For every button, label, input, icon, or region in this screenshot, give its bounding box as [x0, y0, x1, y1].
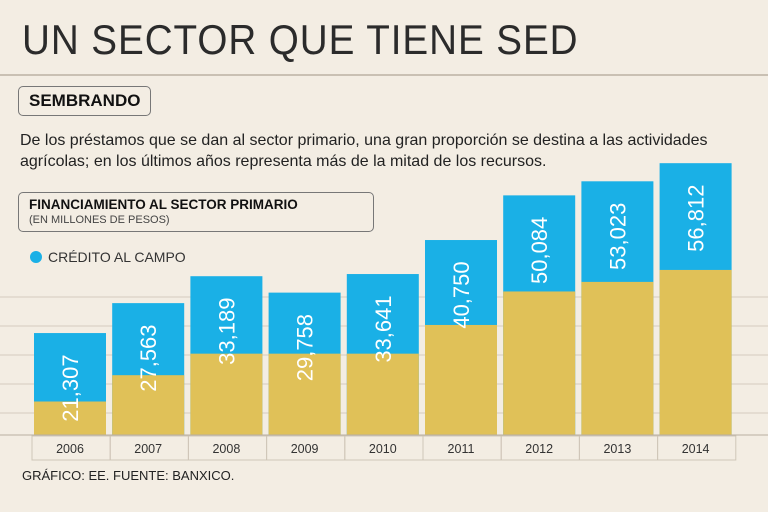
chart-legend: CRÉDITO AL CAMPO	[30, 249, 186, 265]
source-credit: GRÁFICO: EE. FUENTE: BANXICO.	[22, 468, 235, 483]
bar-campo-2007	[112, 375, 185, 435]
bar-campo-2013	[581, 281, 654, 435]
x-tick-label-2006: 2006	[56, 442, 84, 456]
description-text: De los préstamos que se dan al sector pr…	[20, 132, 708, 170]
data-label-2008: 33,189	[214, 298, 239, 365]
data-label-2006: 21,307	[58, 354, 83, 421]
x-tick-label-2012: 2012	[525, 442, 553, 456]
legend-dot-icon	[30, 251, 42, 263]
data-label-2013: 53,023	[605, 203, 630, 270]
x-tick-label-2014: 2014	[682, 442, 710, 456]
bar-campo-2010	[346, 353, 419, 435]
bar-campo-2009	[268, 353, 341, 435]
bar-campo-2008	[190, 353, 263, 435]
data-label-2011: 40,750	[449, 261, 474, 328]
chart-title: FINANCIAMIENTO AL SECTOR PRIMARIO	[29, 197, 298, 212]
bar-campo-2014	[659, 269, 732, 435]
section-label: SEMBRANDO	[18, 86, 152, 116]
x-tick-label-2010: 2010	[369, 442, 397, 456]
x-tick-label-2007: 2007	[134, 442, 162, 456]
data-label-2012: 50,084	[527, 217, 552, 284]
x-tick-label-2011: 2011	[448, 442, 475, 456]
x-tick-label-2008: 2008	[212, 442, 240, 456]
chart-heading-box: FINANCIAMIENTO AL SECTOR PRIMARIO (EN MI…	[18, 192, 374, 232]
data-label-2009: 29,758	[293, 314, 318, 381]
bar-campo-2012	[503, 291, 576, 435]
data-label-2010: 33,641	[371, 295, 396, 362]
data-label-2014: 56,812	[684, 185, 709, 252]
data-label-2007: 27,563	[136, 324, 161, 391]
page-title: UN SECTOR QUE TIENE SED	[22, 16, 579, 63]
bar-campo-2011	[425, 324, 497, 435]
bar-campo-2006	[34, 401, 106, 435]
x-tick-label-2013: 2013	[603, 442, 631, 456]
legend-label: CRÉDITO AL CAMPO	[48, 249, 186, 265]
title-divider	[0, 74, 768, 76]
x-axis-cell	[657, 435, 737, 461]
chart-subtitle: (EN MILLONES DE PESOS)	[29, 214, 170, 226]
x-tick-label-2009: 2009	[291, 442, 319, 456]
